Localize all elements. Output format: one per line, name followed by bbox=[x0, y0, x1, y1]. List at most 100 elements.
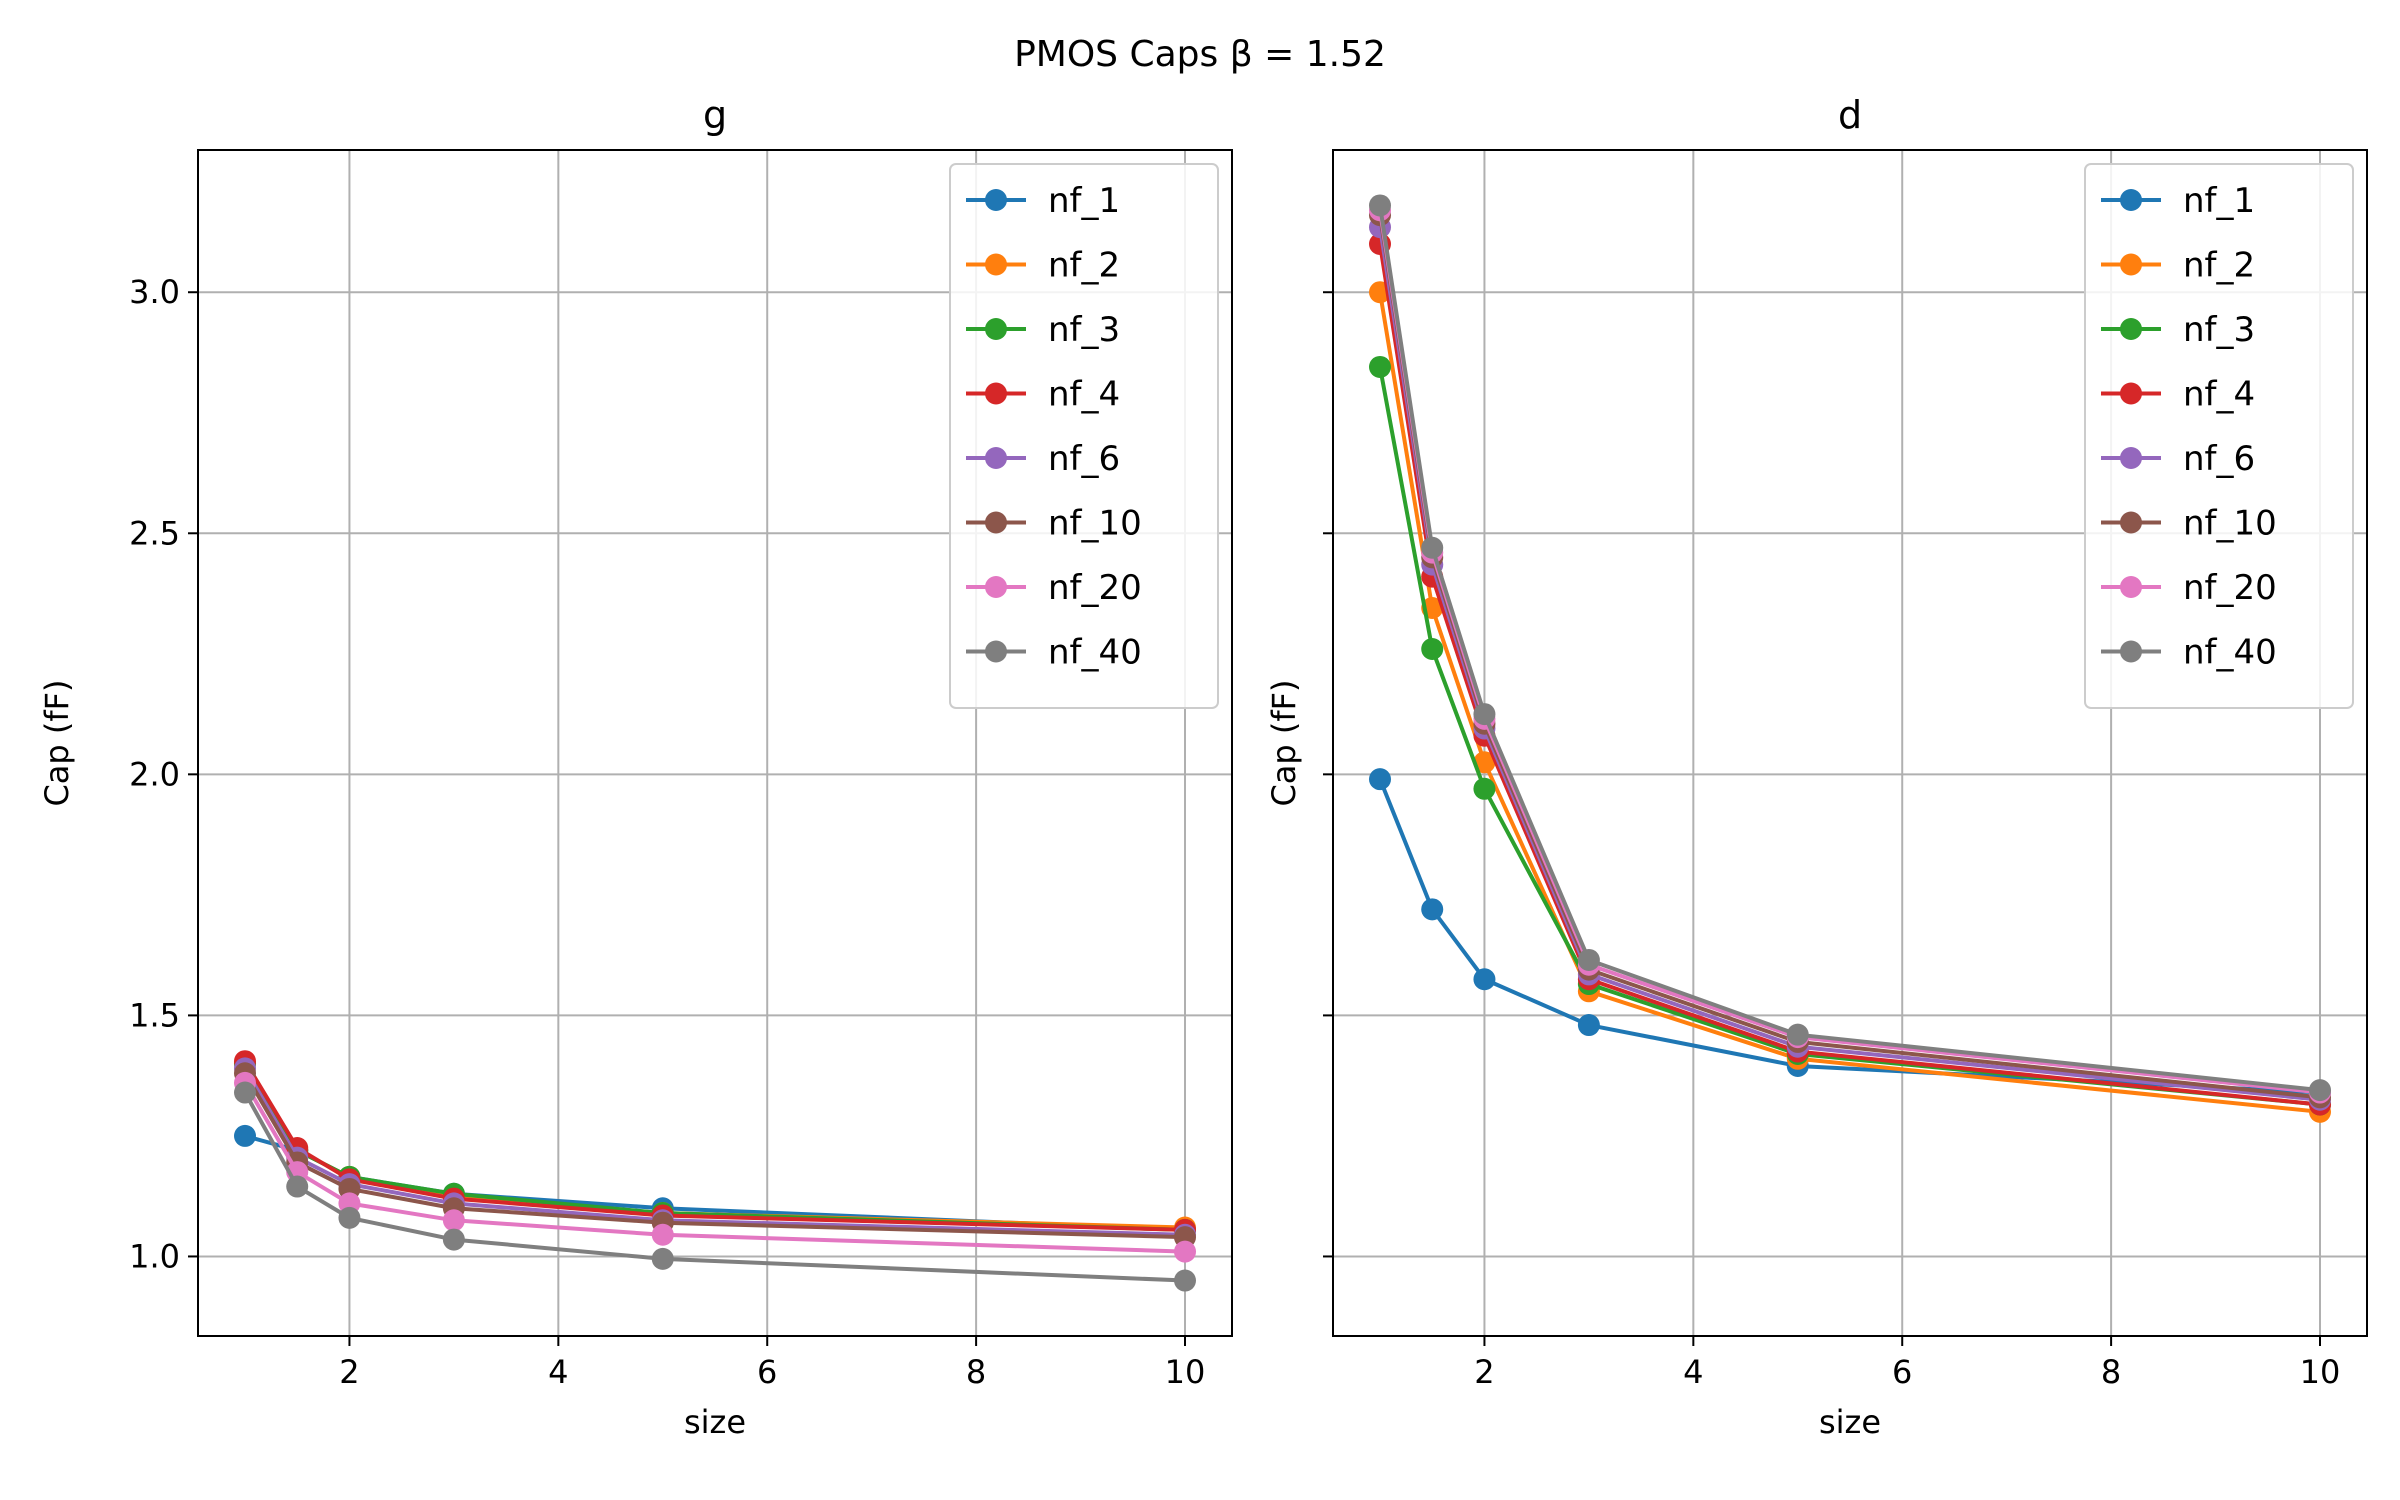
legend-label: nf_3 bbox=[2183, 310, 2255, 350]
series-nf_40 bbox=[1369, 194, 2331, 1102]
data-point-nf_40 bbox=[338, 1206, 361, 1229]
data-point-nf_3 bbox=[1473, 777, 1496, 800]
y-axis-label: Cap (fF) bbox=[1265, 679, 1303, 806]
legend-label: nf_4 bbox=[1048, 375, 1120, 415]
legend-item-nf_40: nf_40 bbox=[2101, 633, 2277, 673]
data-point-nf_1 bbox=[1577, 1014, 1600, 1037]
legend-item-nf_1: nf_1 bbox=[966, 181, 1120, 221]
legend-marker bbox=[985, 253, 1007, 276]
figure-title: PMOS Caps β = 1.52 bbox=[1014, 34, 1386, 75]
legend-item-nf_20: nf_20 bbox=[2101, 568, 2277, 608]
x-tick-label: 6 bbox=[757, 1353, 777, 1391]
series-nf_40 bbox=[234, 1081, 1196, 1292]
legend-marker bbox=[2120, 253, 2142, 276]
legend-label: nf_3 bbox=[1048, 310, 1120, 350]
axes-frame bbox=[1332, 149, 2368, 1337]
legend-item-nf_3: nf_3 bbox=[2101, 310, 2255, 350]
data-point-nf_1 bbox=[1369, 768, 1391, 791]
data-point-nf_1 bbox=[1421, 898, 1444, 921]
legend-marker bbox=[2120, 382, 2142, 405]
legend-box bbox=[949, 163, 1219, 709]
legend-item-nf_3: nf_3 bbox=[966, 310, 1120, 350]
data-point-nf_20 bbox=[1174, 1240, 1196, 1263]
data-point-nf_40 bbox=[286, 1175, 309, 1198]
panel-d: 2 4 6 8 10 d size Cap (fF) nf_1 nf_2 nf_3 nf_4 nf_6n… bbox=[1265, 93, 2368, 1441]
legend-marker bbox=[2120, 318, 2142, 340]
legend-box bbox=[2084, 163, 2354, 709]
x-tick-label: 10 bbox=[1165, 1353, 1206, 1391]
data-point-nf_1 bbox=[234, 1124, 256, 1147]
series-line-nf_40 bbox=[1378, 205, 2321, 1093]
legend-item-nf_6: nf_6 bbox=[966, 439, 1120, 479]
legend-marker bbox=[2120, 447, 2142, 469]
series-line-nf_20 bbox=[243, 1081, 1186, 1254]
data-point-nf_40 bbox=[1786, 1023, 1809, 1046]
data-point-nf_40 bbox=[651, 1247, 674, 1270]
data-point-nf_40 bbox=[1473, 703, 1496, 726]
y-tick-label: 1.0 bbox=[129, 1237, 180, 1275]
panel-g: 2 4 6 8 10 1.0 1.5 2.0 2.5 3.0 g size Cap (fF) nf_1nf… bbox=[38, 93, 1233, 1441]
x-tick-label: 2 bbox=[1474, 1353, 1494, 1391]
legend-item-nf_4: nf_4 bbox=[966, 375, 1120, 415]
legend-item-nf_10: nf_10 bbox=[966, 504, 1142, 544]
legend-marker bbox=[985, 189, 1007, 211]
legend: nf_1 nf_2 nf_3 nf_4 nf_6 nf_10 nf_20 nf_40 bbox=[949, 163, 1219, 709]
legend-item-nf_2: nf_2 bbox=[966, 246, 1120, 286]
legend-item-nf_4: nf_4 bbox=[2101, 375, 2255, 415]
data-point-nf_20 bbox=[651, 1223, 674, 1246]
legend-item-nf_10: nf_10 bbox=[2101, 504, 2277, 544]
legend-label: nf_6 bbox=[2183, 439, 2255, 479]
legend-label: nf_10 bbox=[1048, 504, 1142, 544]
data-point-nf_2 bbox=[1473, 751, 1496, 774]
panel-title: d bbox=[1838, 93, 1862, 137]
legend-marker bbox=[985, 640, 1007, 663]
series-line-nf_40 bbox=[243, 1091, 1186, 1283]
legend-marker bbox=[985, 511, 1007, 534]
x-tick-label: 4 bbox=[548, 1353, 568, 1391]
legend-marker bbox=[2120, 576, 2142, 598]
legend: nf_1 nf_2 nf_3 nf_4 nf_6 nf_10 nf_20 nf_40 bbox=[2084, 163, 2354, 709]
panel-title: g bbox=[703, 93, 727, 137]
legend-label: nf_1 bbox=[1048, 181, 1120, 221]
x-tick-label: 6 bbox=[1892, 1353, 1912, 1391]
legend-label: nf_20 bbox=[2183, 568, 2277, 608]
series-line-nf_10 bbox=[243, 1072, 1186, 1240]
y-axis-label: Cap (fF) bbox=[38, 679, 76, 806]
axes-frame bbox=[197, 149, 1233, 1337]
series-line-nf_1 bbox=[1378, 778, 2321, 1095]
data-point-nf_40 bbox=[1577, 948, 1600, 971]
data-point-nf_40 bbox=[1174, 1269, 1196, 1292]
legend-label: nf_6 bbox=[1048, 439, 1120, 479]
legend-label: nf_10 bbox=[2183, 504, 2277, 544]
data-point-nf_40 bbox=[1421, 536, 1444, 559]
legend-label: nf_20 bbox=[1048, 568, 1142, 608]
legend-item-nf_20: nf_20 bbox=[966, 568, 1142, 608]
legend-marker bbox=[2120, 511, 2142, 534]
legend-marker bbox=[985, 576, 1007, 598]
series-line-nf_3 bbox=[243, 1062, 1186, 1232]
legend-item-nf_6: nf_6 bbox=[2101, 439, 2255, 479]
legend-marker bbox=[2120, 640, 2142, 663]
data-point-nf_40 bbox=[234, 1081, 256, 1104]
data-point-nf_3 bbox=[1369, 355, 1391, 378]
legend-label: nf_2 bbox=[1048, 246, 1120, 286]
legend-label: nf_4 bbox=[2183, 375, 2255, 415]
series-line-nf_6 bbox=[243, 1067, 1186, 1237]
legend-marker bbox=[985, 318, 1007, 340]
data-point-nf_20 bbox=[442, 1209, 465, 1232]
y-tick-label: 1.5 bbox=[129, 996, 180, 1034]
series-line-nf_2 bbox=[243, 1062, 1186, 1230]
data-point-nf_1 bbox=[1473, 968, 1496, 991]
legend-label: nf_1 bbox=[2183, 181, 2255, 221]
x-tick-label: 10 bbox=[2300, 1353, 2341, 1391]
x-tick-label: 8 bbox=[2101, 1353, 2121, 1391]
legend-item-nf_40: nf_40 bbox=[966, 633, 1142, 673]
x-axis-label: size bbox=[684, 1403, 746, 1441]
legend-label: nf_40 bbox=[2183, 633, 2277, 673]
legend-marker bbox=[2120, 189, 2142, 211]
y-tick-label: 2.5 bbox=[129, 514, 180, 552]
x-axis-label: size bbox=[1819, 1403, 1881, 1441]
legend-label: nf_2 bbox=[2183, 246, 2255, 286]
data-point-nf_40 bbox=[442, 1228, 465, 1251]
